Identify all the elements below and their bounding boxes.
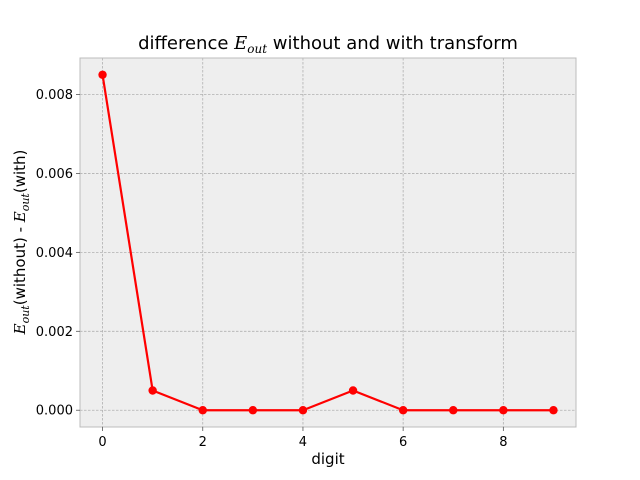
plot-area: [80, 58, 576, 427]
x-tick-label: 4: [299, 435, 307, 450]
x-tick-label: 8: [499, 435, 507, 450]
data-point: [98, 70, 107, 79]
x-axis-label: digit: [311, 450, 344, 468]
y-tick-label: 0.004: [36, 246, 73, 261]
data-point: [248, 406, 258, 415]
plot-frame: [79, 57, 577, 428]
data-point: [348, 386, 358, 395]
data-point: [398, 406, 408, 415]
x-tick-label: 2: [199, 435, 207, 450]
y-axis-label: Eout(without) - Eout(with): [11, 150, 32, 336]
y-tick-label: 0.000: [36, 404, 73, 419]
y-tick-label: 0.002: [36, 325, 73, 340]
y-tick-label: 0.008: [36, 88, 73, 103]
grid-lines: [80, 58, 576, 427]
data-point: [198, 406, 207, 415]
data-point: [499, 406, 508, 415]
data-point: [298, 406, 308, 415]
data-point: [549, 406, 558, 415]
x-tick-label: 0: [98, 435, 106, 450]
x-axis: 0 2 4 6 8: [98, 427, 507, 450]
data-point: [449, 406, 458, 415]
chart-title: difference Eout without and with transfo…: [138, 33, 518, 56]
y-axis: 0.000 0.002 0.004 0.006 0.008: [36, 88, 80, 419]
y-tick-label: 0.006: [36, 167, 73, 182]
series-layer: [98, 70, 558, 415]
data-point: [148, 386, 157, 395]
x-tick-label: 6: [399, 435, 407, 450]
series-line: [101, 74, 554, 412]
